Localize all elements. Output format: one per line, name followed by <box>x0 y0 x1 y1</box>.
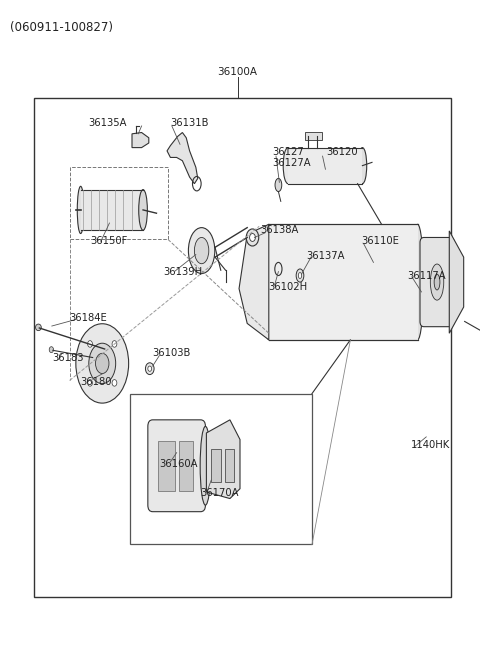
Bar <box>70 167 168 239</box>
Polygon shape <box>132 133 149 148</box>
Text: 1140HK: 1140HK <box>410 440 450 450</box>
Text: 36102H: 36102H <box>268 282 307 293</box>
FancyBboxPatch shape <box>148 420 205 512</box>
Bar <box>81 190 143 230</box>
Text: 36110E: 36110E <box>361 236 399 247</box>
Circle shape <box>88 380 93 386</box>
Ellipse shape <box>200 426 211 505</box>
Bar <box>305 132 322 140</box>
Ellipse shape <box>298 273 302 278</box>
Ellipse shape <box>430 264 444 300</box>
Ellipse shape <box>139 190 147 230</box>
Text: 36100A: 36100A <box>217 68 258 77</box>
Polygon shape <box>206 420 240 499</box>
Ellipse shape <box>77 186 84 234</box>
Bar <box>34 98 451 597</box>
Text: 36180: 36180 <box>81 377 112 387</box>
FancyBboxPatch shape <box>420 237 454 327</box>
Text: 36160A: 36160A <box>159 459 198 469</box>
Ellipse shape <box>96 354 109 373</box>
Bar <box>288 148 362 184</box>
Text: 36117A: 36117A <box>407 270 445 281</box>
Bar <box>158 441 175 491</box>
Ellipse shape <box>264 224 274 340</box>
Circle shape <box>88 340 93 347</box>
Ellipse shape <box>412 224 424 340</box>
Ellipse shape <box>76 323 129 403</box>
Text: 36139H: 36139H <box>163 267 203 277</box>
Ellipse shape <box>296 269 304 282</box>
Ellipse shape <box>36 324 41 331</box>
Polygon shape <box>239 224 269 340</box>
Ellipse shape <box>250 234 255 241</box>
Ellipse shape <box>246 229 259 246</box>
Ellipse shape <box>148 366 152 371</box>
Text: 36137A: 36137A <box>306 251 345 261</box>
Ellipse shape <box>434 274 440 290</box>
Polygon shape <box>449 231 464 333</box>
Text: 36170A: 36170A <box>201 488 239 499</box>
Bar <box>225 449 234 482</box>
Text: 36135A: 36135A <box>89 118 127 129</box>
Polygon shape <box>167 133 198 184</box>
Text: 36138A: 36138A <box>260 224 299 235</box>
Ellipse shape <box>275 178 282 192</box>
Bar <box>269 224 418 340</box>
Text: 36131B: 36131B <box>170 118 209 129</box>
Circle shape <box>112 380 117 386</box>
Ellipse shape <box>358 148 367 184</box>
Text: 36120: 36120 <box>326 147 358 157</box>
Ellipse shape <box>194 237 209 264</box>
Text: 36127A: 36127A <box>272 157 311 168</box>
Text: 36103B: 36103B <box>153 348 191 358</box>
Bar <box>130 394 312 544</box>
Text: 36184E: 36184E <box>70 313 108 323</box>
Ellipse shape <box>145 363 154 375</box>
Ellipse shape <box>49 346 53 352</box>
Ellipse shape <box>188 228 215 274</box>
Text: 36150F: 36150F <box>90 236 128 247</box>
Ellipse shape <box>89 343 116 384</box>
Ellipse shape <box>283 148 293 184</box>
Text: 36127: 36127 <box>272 147 304 157</box>
Circle shape <box>112 340 117 347</box>
Bar <box>211 449 221 482</box>
Text: 36183: 36183 <box>52 352 84 363</box>
Text: (060911-100827): (060911-100827) <box>10 21 113 34</box>
Bar <box>179 441 193 491</box>
